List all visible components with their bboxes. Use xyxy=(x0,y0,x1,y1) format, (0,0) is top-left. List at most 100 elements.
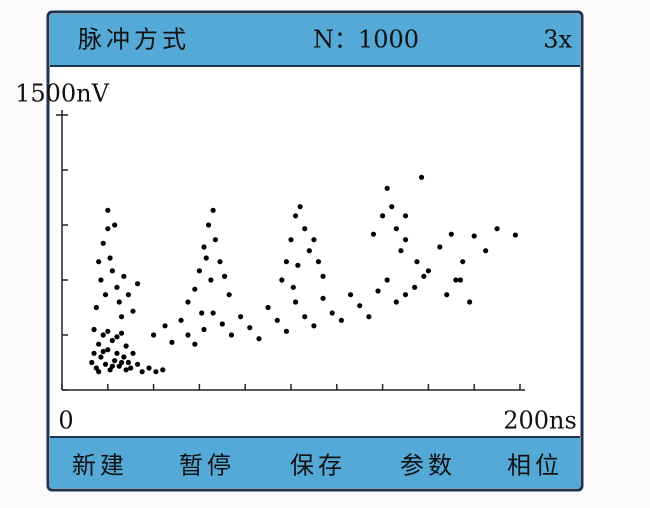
data-point xyxy=(467,299,473,305)
data-point xyxy=(297,204,303,210)
data-point xyxy=(290,284,296,290)
data-point xyxy=(203,255,209,261)
data-point xyxy=(96,341,102,347)
data-point xyxy=(384,185,390,191)
data-point xyxy=(347,292,354,298)
y-tick-label: 1500nV xyxy=(15,80,110,108)
data-point xyxy=(130,350,136,356)
data-point xyxy=(295,262,301,268)
count-label: N：1000 xyxy=(313,26,419,54)
data-point xyxy=(93,304,99,311)
x-tick-label: 0 xyxy=(58,407,73,435)
data-point xyxy=(100,240,106,246)
data-point xyxy=(256,336,262,342)
data-point xyxy=(398,248,404,254)
data-point xyxy=(471,233,477,239)
data-point xyxy=(283,259,290,265)
data-point xyxy=(98,277,104,283)
data-point xyxy=(114,350,120,356)
data-point xyxy=(102,361,109,367)
data-point xyxy=(389,204,395,210)
data-point xyxy=(128,365,134,371)
data-point xyxy=(118,359,125,366)
data-point xyxy=(100,332,106,338)
data-point xyxy=(357,303,363,309)
data-point xyxy=(366,314,372,320)
data-point xyxy=(380,213,386,219)
data-point xyxy=(460,259,466,265)
menu-item[interactable]: 新建 xyxy=(72,452,128,480)
data-point xyxy=(96,259,102,265)
data-point xyxy=(228,332,235,338)
data-point xyxy=(402,292,409,298)
menu-bar xyxy=(50,437,580,488)
data-point xyxy=(125,292,132,298)
data-point xyxy=(338,317,344,323)
data-point xyxy=(393,299,399,305)
data-point xyxy=(109,337,115,344)
data-point xyxy=(483,248,489,254)
data-point xyxy=(402,213,409,219)
data-point xyxy=(112,358,118,364)
data-point xyxy=(134,281,141,287)
data-point xyxy=(210,207,216,213)
data-point xyxy=(125,359,132,366)
data-point xyxy=(306,248,312,254)
menu-item[interactable]: 暂停 xyxy=(179,452,235,480)
data-point xyxy=(457,277,464,283)
data-point xyxy=(393,226,399,232)
data-point xyxy=(370,231,377,237)
data-point xyxy=(265,304,271,311)
data-point xyxy=(201,244,207,250)
data-point xyxy=(402,237,409,243)
data-point xyxy=(437,244,443,250)
data-point xyxy=(109,363,115,369)
data-point xyxy=(512,232,519,238)
data-point xyxy=(414,259,420,265)
data-point xyxy=(311,323,317,329)
data-point xyxy=(123,343,129,349)
data-point xyxy=(109,268,115,274)
data-point xyxy=(384,277,390,283)
data-point xyxy=(185,332,191,338)
data-point xyxy=(212,237,219,243)
data-point xyxy=(114,284,120,290)
data-point xyxy=(162,323,168,329)
data-point xyxy=(418,174,425,180)
data-point xyxy=(210,310,216,316)
menu-item[interactable]: 相位 xyxy=(507,452,563,480)
data-point xyxy=(114,334,120,340)
plot: 1500nV 0 200ns xyxy=(15,80,577,435)
data-point xyxy=(199,310,205,316)
data-point xyxy=(219,321,225,327)
data-point xyxy=(238,314,244,320)
data-point xyxy=(208,277,214,283)
data-point xyxy=(196,268,202,274)
data-point xyxy=(221,273,228,279)
data-point xyxy=(288,237,294,243)
menu-item[interactable]: 保存 xyxy=(290,452,346,480)
data-point xyxy=(160,367,166,373)
data-point xyxy=(302,226,308,232)
mode-label: 脉冲方式 xyxy=(78,26,190,54)
data-point xyxy=(112,222,118,228)
data-point xyxy=(320,273,326,279)
data-point xyxy=(105,207,111,213)
data-point xyxy=(421,273,427,279)
menu-item[interactable]: 参数 xyxy=(400,452,456,480)
data-point xyxy=(91,326,97,333)
x-tick-label: 200ns xyxy=(503,407,577,435)
screen-frame xyxy=(46,10,584,492)
data-point xyxy=(412,284,418,290)
data-point xyxy=(100,348,106,355)
data-point xyxy=(139,369,145,375)
zoom-label: 3x xyxy=(543,26,572,54)
data-point xyxy=(315,259,322,265)
data-point xyxy=(448,231,454,237)
data-point xyxy=(329,310,335,316)
data-point xyxy=(105,226,111,232)
data-point xyxy=(121,273,127,279)
data-point xyxy=(151,332,157,338)
data-point xyxy=(105,347,111,353)
